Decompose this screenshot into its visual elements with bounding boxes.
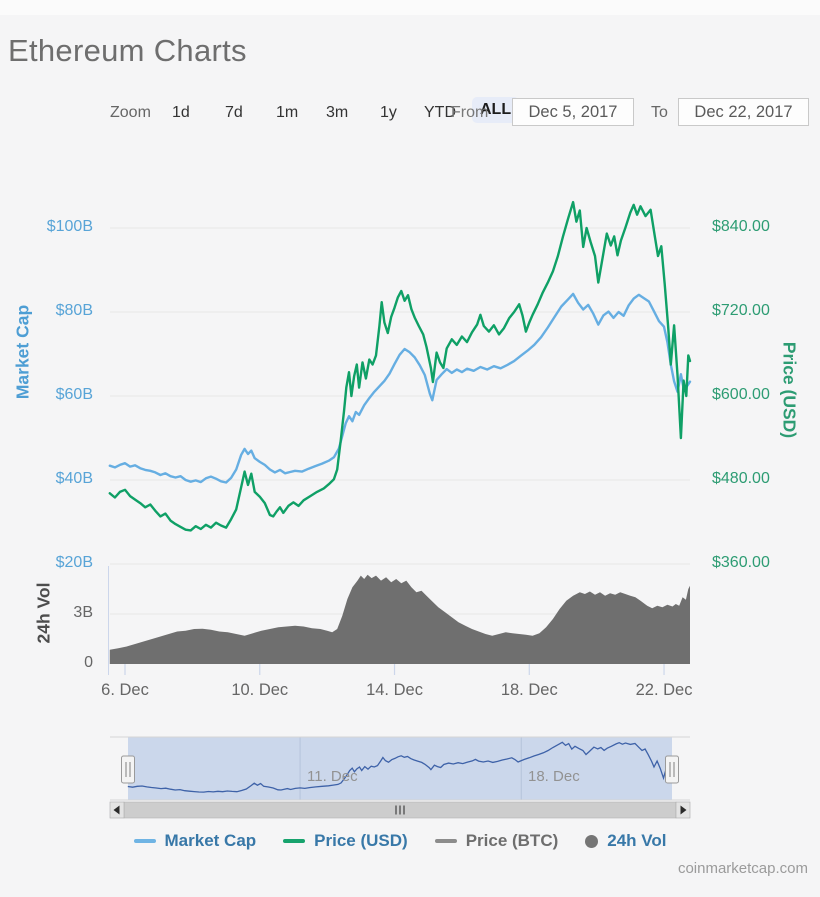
navigator-series-line — [127, 741, 673, 793]
x-axis-tick-label: 14. Dec — [366, 681, 423, 699]
range-button-all[interactable]: ALL — [472, 97, 520, 123]
zoom-label: Zoom — [110, 104, 151, 121]
price-tick-label: $840.00 — [712, 218, 770, 235]
volume-tick-label: 0 — [84, 654, 93, 671]
market-cap-tick-label: $80B — [55, 302, 93, 319]
x-axis-tick-label: 18. Dec — [500, 681, 558, 699]
range-button-7d[interactable]: 7d — [225, 104, 243, 121]
price-usd-axis-title: Price (USD) — [779, 341, 800, 439]
x-axis-tick-label: 10. Dec — [231, 681, 289, 699]
navigator-label-11dec: 11. Dec — [307, 768, 358, 785]
range-button-1y[interactable]: 1y — [380, 104, 397, 121]
page-title: Ethereum Charts — [8, 33, 247, 68]
scrollbar-left-arrow-icon — [113, 805, 120, 815]
from-label: From — [451, 104, 489, 121]
legend-dash-icon — [283, 839, 306, 843]
x-axis-tick-label: 22. Dec — [635, 681, 693, 699]
to-label: To — [651, 104, 668, 121]
legend-circle-icon — [585, 834, 599, 848]
market-cap-tick-label: $20B — [55, 554, 93, 571]
legend-item-24h-vol[interactable]: 24h Vol — [585, 831, 666, 851]
navigator-label-18dec: 18. Dec — [528, 768, 580, 785]
market-cap-tick-label: $60B — [55, 386, 93, 403]
legend-item-price-btc-[interactable]: Price (BTC) — [434, 831, 559, 851]
navigator-handle-left[interactable] — [121, 755, 135, 784]
range-button-ytd[interactable]: YTD — [424, 104, 456, 121]
legend-item-label: Market Cap — [164, 831, 257, 850]
legend-item-market-cap[interactable]: Market Cap — [133, 831, 257, 851]
legend-item-label: Price (USD) — [314, 831, 408, 850]
market-cap-tick-label: $40B — [55, 470, 93, 487]
legend-item-label: 24h Vol — [607, 831, 667, 850]
legend-item-label: Price (BTC) — [465, 831, 559, 850]
x-axis-tick-label: 6. Dec — [101, 681, 149, 699]
legend-dash-icon — [434, 839, 457, 843]
legend-item-price-usd-[interactable]: Price (USD) — [283, 831, 408, 851]
volume-area — [109, 574, 691, 664]
price-usd-line — [108, 200, 692, 532]
price-tick-label: $720.00 — [712, 302, 770, 319]
legend-dash-icon — [133, 839, 156, 843]
to-date-input[interactable]: Dec 22, 2017 — [678, 98, 809, 126]
volume-tick-label: 3B — [73, 603, 93, 621]
watermark: coinmarketcap.com — [677, 860, 808, 877]
price-tick-label: $600.00 — [712, 386, 770, 403]
range-button-1d[interactable]: 1d — [172, 104, 190, 121]
scrollbar-right-arrow-icon — [680, 805, 687, 815]
market-cap-tick-label: $100B — [46, 218, 93, 235]
from-date-input[interactable]: Dec 5, 2017 — [512, 98, 634, 126]
navigator-mask[interactable] — [128, 737, 672, 801]
navigator-handle-right[interactable] — [665, 755, 679, 784]
range-button-3m[interactable]: 3m — [326, 104, 349, 121]
legend: Market Cap Price (USD) Price (BTC) 24h Vol — [110, 831, 690, 851]
price-tick-label: $480.00 — [712, 470, 770, 487]
price-tick-label: $360.00 — [712, 554, 770, 571]
range-button-1m[interactable]: 1m — [276, 104, 299, 121]
top-band — [0, 0, 820, 15]
market-cap-line — [108, 292, 692, 484]
